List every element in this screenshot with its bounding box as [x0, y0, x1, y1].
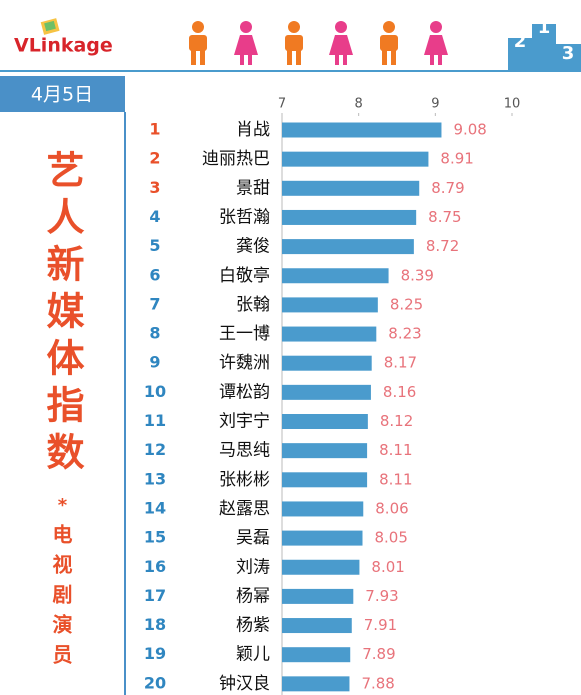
rank: 1	[149, 120, 160, 139]
bar	[282, 443, 368, 459]
value-label: 8.16	[383, 383, 416, 401]
value-label: 7.91	[364, 616, 397, 634]
rank: 3	[149, 178, 160, 197]
people-icons	[189, 21, 448, 65]
podium-label: 3	[562, 43, 575, 64]
date: 4月5日	[31, 84, 93, 106]
y-tick-label: 张彬彬	[219, 470, 270, 490]
x-tick-label: 10	[504, 97, 521, 112]
y-tick-label: 龚俊	[236, 237, 270, 257]
y-tick-label: 颖儿	[236, 645, 270, 665]
value-label: 8.12	[380, 412, 413, 430]
value-label: 8.72	[426, 237, 459, 255]
bar	[282, 676, 350, 692]
y-tick-label: 马思纯	[219, 441, 270, 461]
rank: 5	[149, 236, 160, 255]
bar	[282, 268, 389, 284]
value-label: 7.89	[362, 645, 395, 663]
bar	[282, 559, 360, 575]
y-tick-label: 刘宇宁	[219, 412, 270, 432]
rank: 15	[144, 528, 166, 547]
value-label: 8.91	[440, 150, 473, 168]
rank: 12	[144, 440, 166, 459]
podium	[508, 24, 581, 70]
y-tick-label: 王一博	[219, 324, 270, 344]
logo: VLinkage	[14, 35, 113, 57]
value-label: 7.88	[361, 674, 394, 692]
x-tick-label: 8	[355, 97, 363, 112]
y-tick-label: 张哲瀚	[219, 207, 270, 227]
y-tick-label: 谭松韵	[219, 382, 270, 402]
y-tick-label: 吴磊	[236, 528, 270, 548]
bar	[282, 414, 368, 429]
rank: 7	[149, 294, 160, 313]
value-label: 8.17	[384, 354, 417, 372]
rank: 2	[149, 149, 160, 168]
bar	[282, 297, 378, 313]
rank: 19	[144, 644, 166, 663]
bar	[282, 122, 442, 138]
y-tick-label: 杨紫	[236, 616, 270, 636]
y-tick-label: 许魏洲	[219, 353, 270, 373]
x-tick-label: 9	[431, 97, 439, 112]
value-label: 8.11	[379, 441, 412, 459]
bar	[282, 472, 368, 488]
value-label: 8.25	[390, 295, 423, 313]
logo-icon	[40, 18, 60, 35]
subtitle: 电视剧演员	[49, 524, 73, 674]
bar	[282, 326, 377, 342]
podium-label: 1	[538, 17, 551, 38]
y-tick-label: 刘涛	[236, 557, 270, 577]
rank: 13	[144, 469, 166, 488]
value-label: 8.06	[375, 499, 408, 517]
rank: 11	[144, 411, 166, 430]
value-label: 8.79	[431, 179, 464, 197]
bar	[282, 209, 417, 225]
y-tick-label: 钟汉良	[219, 674, 270, 694]
note: *	[52, 495, 73, 516]
value-label: 8.39	[401, 266, 434, 284]
podium-label: 2	[514, 31, 527, 52]
bar	[282, 151, 429, 167]
y-tick-label: 张翰	[236, 295, 270, 315]
bar	[282, 530, 363, 546]
date-box	[0, 76, 125, 112]
rank: 14	[144, 498, 166, 517]
y-tick-label: 景甜	[236, 178, 270, 198]
rank: 17	[144, 586, 166, 605]
bar	[282, 384, 371, 400]
y-tick-label: 赵露思	[219, 499, 270, 519]
value-label: 8.23	[388, 325, 421, 343]
y-tick-label: 杨幂	[236, 586, 270, 606]
bar	[282, 618, 352, 634]
value-label: 9.08	[453, 121, 486, 139]
rank: 6	[149, 265, 160, 284]
y-tick-label: 白敬亭	[219, 266, 270, 286]
bar	[282, 355, 372, 371]
value-label: 8.05	[375, 529, 408, 547]
value-label: 7.93	[365, 587, 398, 605]
rank: 10	[144, 382, 166, 401]
rank: 18	[144, 615, 166, 634]
rank: 4	[149, 207, 160, 226]
value-label: 8.75	[428, 208, 461, 226]
value-label: 8.11	[379, 470, 412, 488]
rank: 16	[144, 557, 166, 576]
bar	[282, 588, 354, 604]
x-tick-label: 7	[278, 97, 286, 112]
bar	[282, 239, 414, 255]
rank: 20	[144, 673, 166, 692]
value-label: 8.01	[371, 558, 404, 576]
y-tick-label: 肖战	[236, 120, 270, 140]
rank: 8	[149, 324, 160, 343]
rank: 9	[149, 353, 160, 372]
bar	[282, 647, 351, 663]
bar	[282, 180, 420, 196]
title: 艺人新媒体指数	[40, 150, 84, 479]
y-tick-label: 迪丽热巴	[202, 149, 270, 169]
bar	[282, 501, 364, 517]
